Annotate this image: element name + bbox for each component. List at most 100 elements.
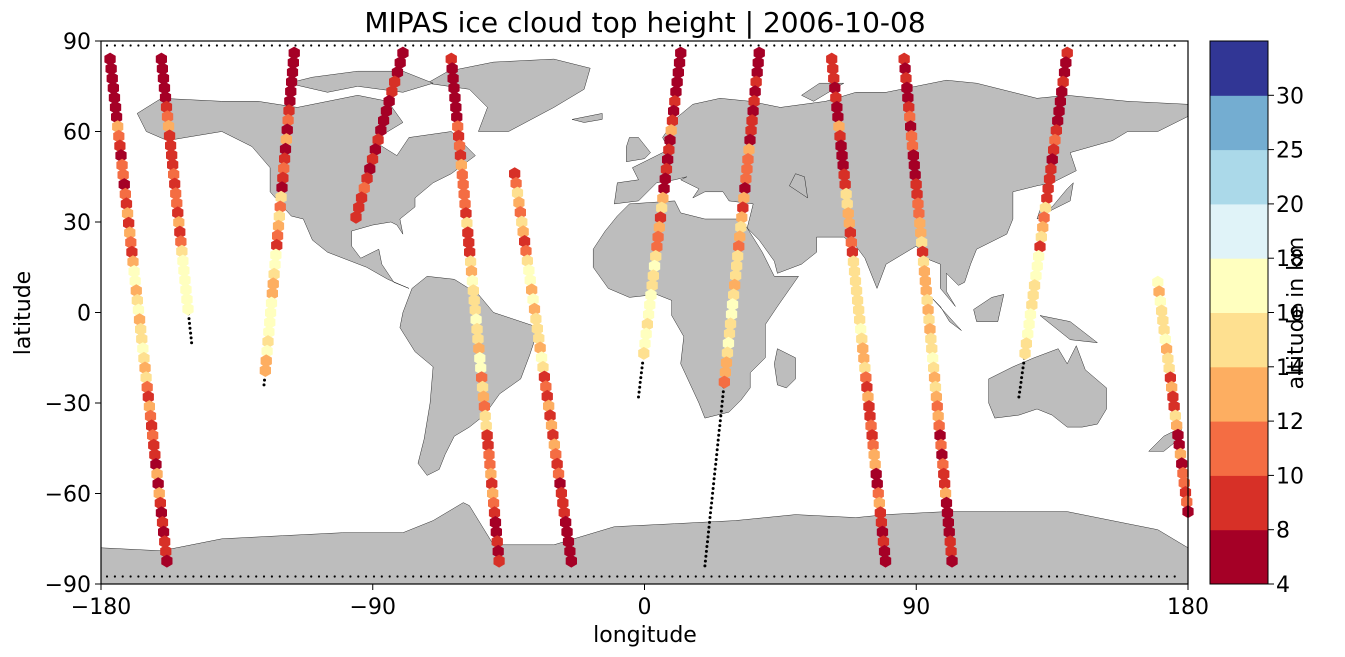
cloud-point <box>644 298 656 312</box>
track-point <box>168 575 171 578</box>
cloud-point <box>911 187 923 201</box>
cloud-point <box>907 149 919 163</box>
landmass-1 <box>399 276 540 476</box>
track-point <box>145 575 148 578</box>
colorbar-tick-label: 20 <box>1276 193 1304 218</box>
cloud-point <box>1153 285 1165 299</box>
cloud-point <box>1159 333 1171 347</box>
track-point <box>1024 44 1027 47</box>
track-point <box>705 545 709 548</box>
cloud-point <box>124 226 136 240</box>
track-point <box>718 419 722 423</box>
cloud-point <box>468 293 480 307</box>
cloud-point <box>910 178 922 192</box>
cloud-point <box>141 380 153 394</box>
cloud-point <box>282 113 294 127</box>
cloud-point <box>1038 211 1050 225</box>
cloud-point <box>137 342 149 356</box>
cloud-point <box>170 187 182 201</box>
cloud-point <box>136 332 148 346</box>
track-point <box>365 575 368 578</box>
track-point <box>1017 395 1021 399</box>
colorbar-label: altitude in km <box>1284 237 1309 390</box>
cloud-point <box>903 100 915 114</box>
track-point <box>704 554 708 558</box>
track-point <box>702 44 705 47</box>
cloud-point <box>905 120 917 134</box>
cloud-point <box>490 525 502 539</box>
track-point <box>875 575 878 578</box>
cloud-point <box>445 52 457 66</box>
cloud-point <box>748 94 760 108</box>
cloud-point <box>454 149 467 163</box>
cloud-point <box>908 158 920 172</box>
cloud-point <box>466 274 478 288</box>
cloud-point <box>741 162 753 176</box>
track-point <box>1055 44 1059 47</box>
cloud-point <box>487 487 499 500</box>
cloud-point <box>938 467 950 481</box>
track-point <box>1079 575 1082 578</box>
cloud-point <box>913 207 925 221</box>
y-axis: −90 −60 −30 0 30 60 90 <box>45 30 101 598</box>
track-point <box>592 44 595 47</box>
cloud-point <box>720 356 733 370</box>
track-point <box>1103 575 1106 578</box>
track-point <box>703 564 707 568</box>
cloud-point <box>863 400 875 414</box>
track-point <box>1020 371 1024 375</box>
track-point <box>679 575 682 578</box>
track-point <box>223 44 226 47</box>
cloud-point <box>267 277 279 291</box>
cloud-point <box>156 62 168 76</box>
track-point <box>836 575 839 578</box>
cloud-point <box>1174 447 1187 461</box>
cloud-point <box>461 216 473 230</box>
track-point <box>714 458 718 461</box>
track-point <box>1142 44 1145 47</box>
landmass-11 <box>1039 315 1099 343</box>
cloud-point <box>867 438 879 452</box>
track-point <box>1134 44 1137 47</box>
x-tick-label: −90 <box>350 595 396 620</box>
cloud-point <box>142 390 154 404</box>
track-point <box>679 44 682 47</box>
track-point <box>608 575 611 578</box>
cloud-point <box>537 360 549 374</box>
cloud-point <box>850 284 863 298</box>
track-point <box>781 575 784 578</box>
cloud-point <box>747 104 759 118</box>
cloud-point <box>828 71 840 85</box>
cloud-point <box>460 207 472 221</box>
cloud-point <box>1043 172 1056 186</box>
track-point <box>153 575 156 578</box>
track-point <box>592 575 595 578</box>
track-point <box>231 44 234 47</box>
cloud-point <box>126 245 138 259</box>
track-point <box>189 336 193 340</box>
track-point <box>459 575 462 578</box>
cloud-point <box>853 303 865 317</box>
cloud-point <box>658 182 670 196</box>
landmass-9 <box>931 297 962 331</box>
track-point <box>561 575 564 578</box>
cloud-point <box>450 100 462 114</box>
cloud-point <box>928 371 941 385</box>
landmass-6 <box>988 345 1107 428</box>
cloud-point <box>117 168 129 182</box>
cloud-point <box>736 211 748 225</box>
track-point <box>545 44 548 47</box>
cloud-point <box>917 255 930 269</box>
cloud-point <box>1034 240 1046 254</box>
track-point <box>639 376 643 380</box>
cloud-point <box>837 158 849 172</box>
track-point <box>741 44 745 47</box>
track-point <box>945 44 949 47</box>
track-point <box>1032 44 1035 47</box>
track-point <box>435 575 438 578</box>
track-point <box>1095 44 1098 47</box>
cloud-point <box>565 554 577 568</box>
track-point <box>1150 575 1153 578</box>
cloud-point <box>448 81 460 95</box>
track-point <box>506 44 509 47</box>
